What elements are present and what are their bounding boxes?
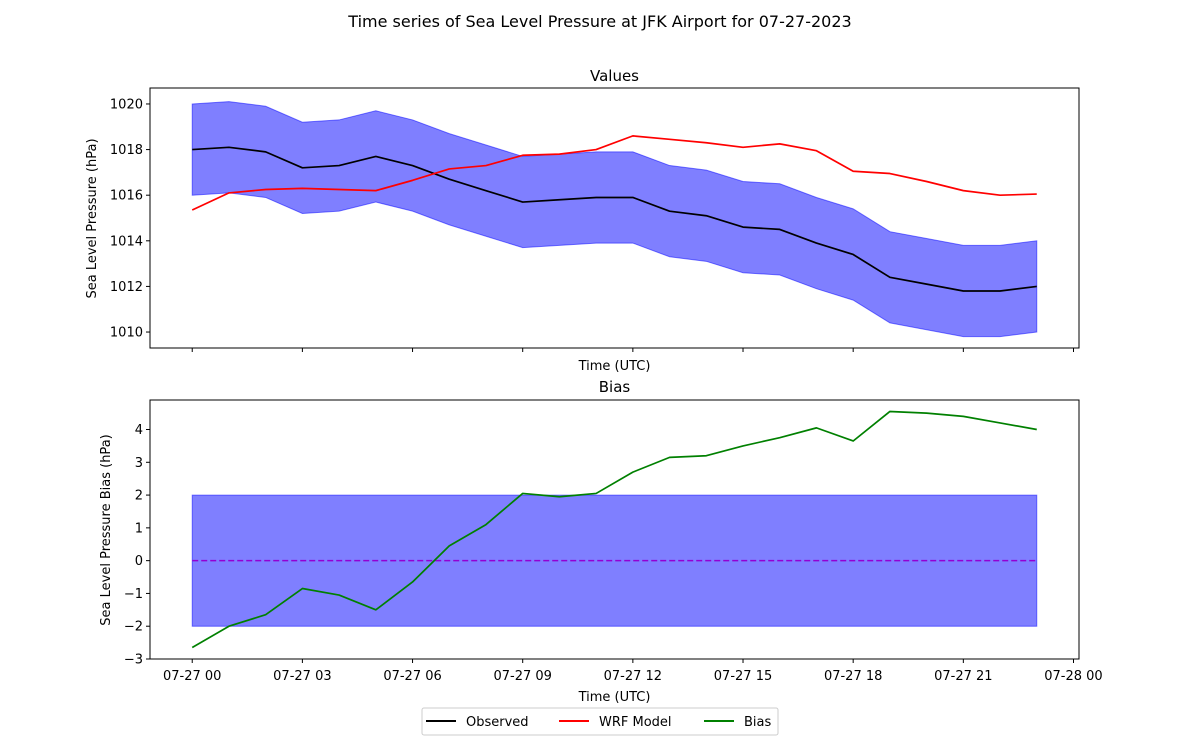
- bias-ytick-label: 2: [135, 489, 143, 504]
- bias-xtick-label: 07-27 15: [714, 669, 772, 684]
- values-xaxis-label: Time (UTC): [578, 359, 651, 374]
- bias-ytick-label: 4: [135, 423, 143, 438]
- bias-ytick-label: −3: [124, 653, 143, 668]
- bias-uncertainty-band: [191, 494, 1038, 627]
- values-series-observed: [192, 146, 1037, 292]
- bias-panel-title: Bias: [599, 378, 631, 396]
- values-panel-title: Values: [590, 67, 639, 85]
- values-ytick-label: 1012: [110, 280, 143, 295]
- bias-xtick-label: 07-28 00: [1044, 669, 1102, 684]
- bias-ytick-label: 3: [135, 456, 143, 471]
- values-uncertainty-band: [191, 101, 1038, 338]
- values-plot-area: [191, 101, 1038, 338]
- bias-xtick-label: 07-27 18: [824, 669, 882, 684]
- bias-ytick-label: −2: [124, 620, 143, 635]
- bias-ytick-label: −1: [124, 587, 143, 602]
- legend: Observed WRF Model Bias: [421, 707, 779, 736]
- legend-label-observed: Observed: [466, 715, 529, 730]
- legend-label-bias: Bias: [744, 715, 771, 730]
- values-series-model: [191, 135, 1037, 211]
- bias-xtick-label: 07-27 00: [163, 669, 221, 684]
- values-yaxis-label: Sea Level Pressure (hPa): [85, 138, 100, 298]
- bias-ytick-label: 1: [135, 521, 143, 536]
- bias-xtick-label: 07-27 21: [934, 669, 992, 684]
- legend-box: [421, 707, 779, 736]
- bias-xtick-label: 07-27 06: [383, 669, 441, 684]
- values-ytick-label: 1018: [110, 143, 143, 158]
- bias-yaxis-label: Sea Level Pressure Bias (hPa): [99, 434, 114, 625]
- bias-ytick-label: 0: [135, 554, 143, 569]
- bias-panel: Bias Time (UTC) Sea Level Pressure Bias …: [99, 378, 1103, 705]
- values-ytick-label: 1014: [110, 234, 143, 249]
- bias-xtick-label: 07-27 03: [273, 669, 331, 684]
- values-panel: Values Time (UTC) Sea Level Pressure (hP…: [85, 67, 1080, 374]
- bias-plot-area: [191, 410, 1038, 649]
- figure-suptitle: Time series of Sea Level Pressure at JFK…: [347, 12, 851, 31]
- bias-xtick-label: 07-27 09: [493, 669, 551, 684]
- values-axes-frame: [149, 87, 1080, 349]
- bias-series-bias: [191, 410, 1037, 649]
- values-ytick-label: 1020: [110, 97, 143, 112]
- bias-xaxis-label: Time (UTC): [578, 690, 651, 705]
- values-ytick-label: 1010: [110, 326, 143, 341]
- bias-axes-frame: [149, 399, 1080, 660]
- values-ytick-label: 1016: [110, 189, 143, 204]
- bias-xtick-label: 07-27 12: [604, 669, 662, 684]
- legend-label-wrf-model: WRF Model: [599, 715, 672, 730]
